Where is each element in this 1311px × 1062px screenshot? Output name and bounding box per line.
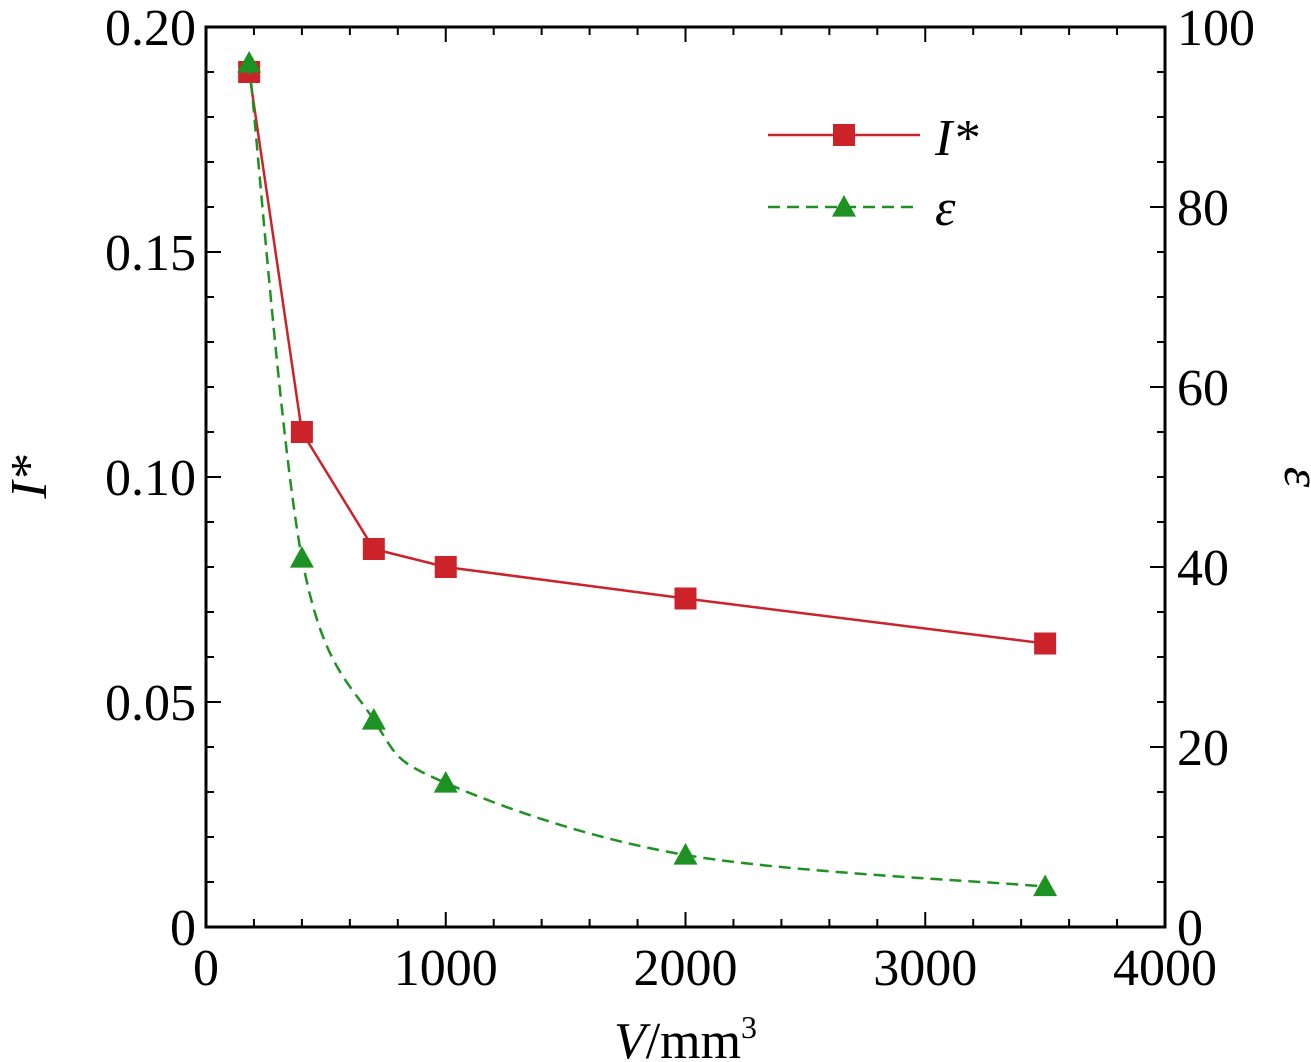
data-point-square-2 <box>362 538 385 560</box>
x-tick-label: 3000 <box>873 940 977 997</box>
y-right-tick-label: 100 <box>1177 0 1255 57</box>
data-point-square-1 <box>290 421 313 443</box>
legend-label-epsilon: ε <box>935 180 956 237</box>
legend-label-i-star: I* <box>934 110 978 167</box>
y-left-tick-label: 0.05 <box>105 675 196 732</box>
data-point-square-4 <box>674 587 697 610</box>
series-layer <box>237 51 1058 897</box>
x-tick-label: 4000 <box>1113 940 1217 997</box>
legend-entry-epsilon: ε <box>768 180 956 237</box>
y-axis-left-label: I* <box>1 455 58 499</box>
y-left-tick-label: 0.15 <box>105 225 196 282</box>
data-point-triangle-1 <box>289 546 314 568</box>
tick-labels: 0 1000 2000 3000 400000.050.100.150.20020406… <box>105 0 1255 997</box>
y-left-tick-label: 0.10 <box>105 450 196 507</box>
data-point-triangle-0 <box>237 51 262 73</box>
x-axis-label-unit: /mm <box>646 1013 741 1062</box>
y-right-tick-label: 60 <box>1177 360 1229 417</box>
data-point-triangle-3 <box>433 771 458 793</box>
data-point-square-3 <box>434 556 457 578</box>
data-point-triangle-5 <box>1033 874 1058 897</box>
legend-entry-i-star: I* <box>768 110 978 167</box>
x-axis-label-variable: V <box>614 1013 651 1062</box>
y-left-tick-label: 0 <box>170 900 196 957</box>
legend-marker-square <box>833 124 855 146</box>
x-axis-label: V/mm3 <box>614 1009 757 1062</box>
y-right-tick-label: 0 <box>1177 900 1203 957</box>
y-right-tick-label: 80 <box>1177 180 1229 237</box>
legend-marker-triangle <box>832 195 856 217</box>
x-axis-label-exponent: 3 <box>741 1009 757 1045</box>
x-tick-label: 2000 <box>634 940 738 997</box>
axis-ticks <box>205 26 1166 928</box>
series-line-0 <box>247 71 1046 645</box>
y-left-tick-label: 0.20 <box>105 0 196 57</box>
legend: I* ε <box>768 110 978 237</box>
data-point-triangle-2 <box>361 708 386 730</box>
x-tick-label: 0 <box>193 940 219 997</box>
y-axis-right-label: ε <box>1273 467 1311 488</box>
series-line-1 <box>247 62 1046 888</box>
y-right-tick-label: 20 <box>1177 720 1229 777</box>
y-right-tick-label: 40 <box>1177 540 1229 597</box>
x-tick-label: 1000 <box>394 940 498 997</box>
data-point-square-5 <box>1034 632 1057 655</box>
plot-frame <box>204 25 1167 929</box>
data-point-triangle-4 <box>673 843 698 865</box>
